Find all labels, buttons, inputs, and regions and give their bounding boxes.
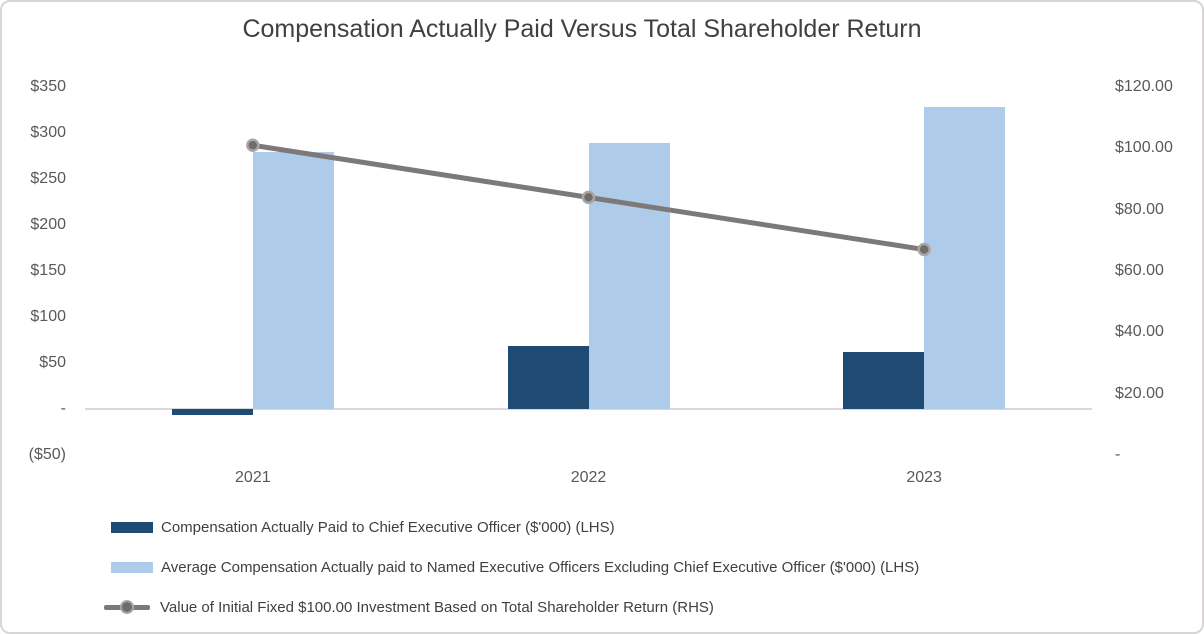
left-axis-tick: $200 — [30, 216, 66, 233]
left-axis-tick: $350 — [30, 78, 66, 95]
legend-item-ceo-cap: Compensation Actually Paid to Chief Exec… — [104, 517, 615, 537]
category-label-2021: 2021 — [235, 469, 271, 486]
right-axis-tick: $40.00 — [1115, 323, 1164, 341]
left-axis-tick: $300 — [30, 124, 66, 141]
left-axis-tick: $250 — [30, 170, 66, 187]
left-axis-tick: $150 — [30, 262, 66, 279]
bar-neo-avg-cap-2021 — [252, 152, 334, 409]
right-axis-tick: - — [1115, 446, 1121, 463]
bar-ceo-cap-2023 — [843, 351, 925, 409]
chart-title: Compensation Actually Paid Versus Total … — [242, 15, 922, 43]
left-axis-tick: ($50) — [28, 446, 66, 463]
right-axis-tick: $100.00 — [1115, 139, 1173, 157]
bar-ceo-cap-2021 — [171, 409, 253, 415]
legend-swatch-neo-avg-cap — [111, 561, 153, 573]
bar-ceo-cap-2022 — [507, 346, 589, 409]
right-axis-tick: $120.00 — [1115, 78, 1173, 95]
legend-label-tsr: Value of Initial Fixed $100.00 Investmen… — [160, 598, 714, 616]
right-axis-tick: $60.00 — [1115, 262, 1164, 279]
bar-neo-avg-cap-2022 — [588, 143, 670, 409]
category-label-2022: 2022 — [570, 469, 607, 486]
left-axis-tick: - — [60, 400, 66, 417]
x-axis-line — [85, 408, 1092, 410]
tsr-marker-2023 — [917, 242, 931, 257]
right-axis-tick: $20.00 — [1115, 384, 1164, 402]
tsr-marker-2021 — [246, 138, 260, 153]
right-axis-tick: $80.00 — [1115, 200, 1164, 218]
legend-line-marker-dot — [120, 600, 134, 614]
category-label-2023: 2023 — [906, 469, 942, 486]
legend-item-neo-avg-cap: Average Compensation Actually paid to Na… — [104, 557, 919, 577]
legend-label-neo-avg-cap: Average Compensation Actually paid to Na… — [161, 558, 920, 576]
bar-neo-avg-cap-2023 — [924, 107, 1006, 409]
left-axis-tick: $100 — [30, 308, 66, 325]
legend-label-ceo-cap: Compensation Actually Paid to Chief Exec… — [161, 518, 615, 536]
tsr-marker-2022 — [581, 190, 596, 205]
left-axis-tick: $50 — [39, 354, 66, 371]
legend-swatch-ceo-cap — [111, 521, 153, 533]
legend-item-tsr: Value of Initial Fixed $100.00 Investmen… — [104, 597, 714, 617]
legend-line-marker-icon — [104, 599, 150, 615]
